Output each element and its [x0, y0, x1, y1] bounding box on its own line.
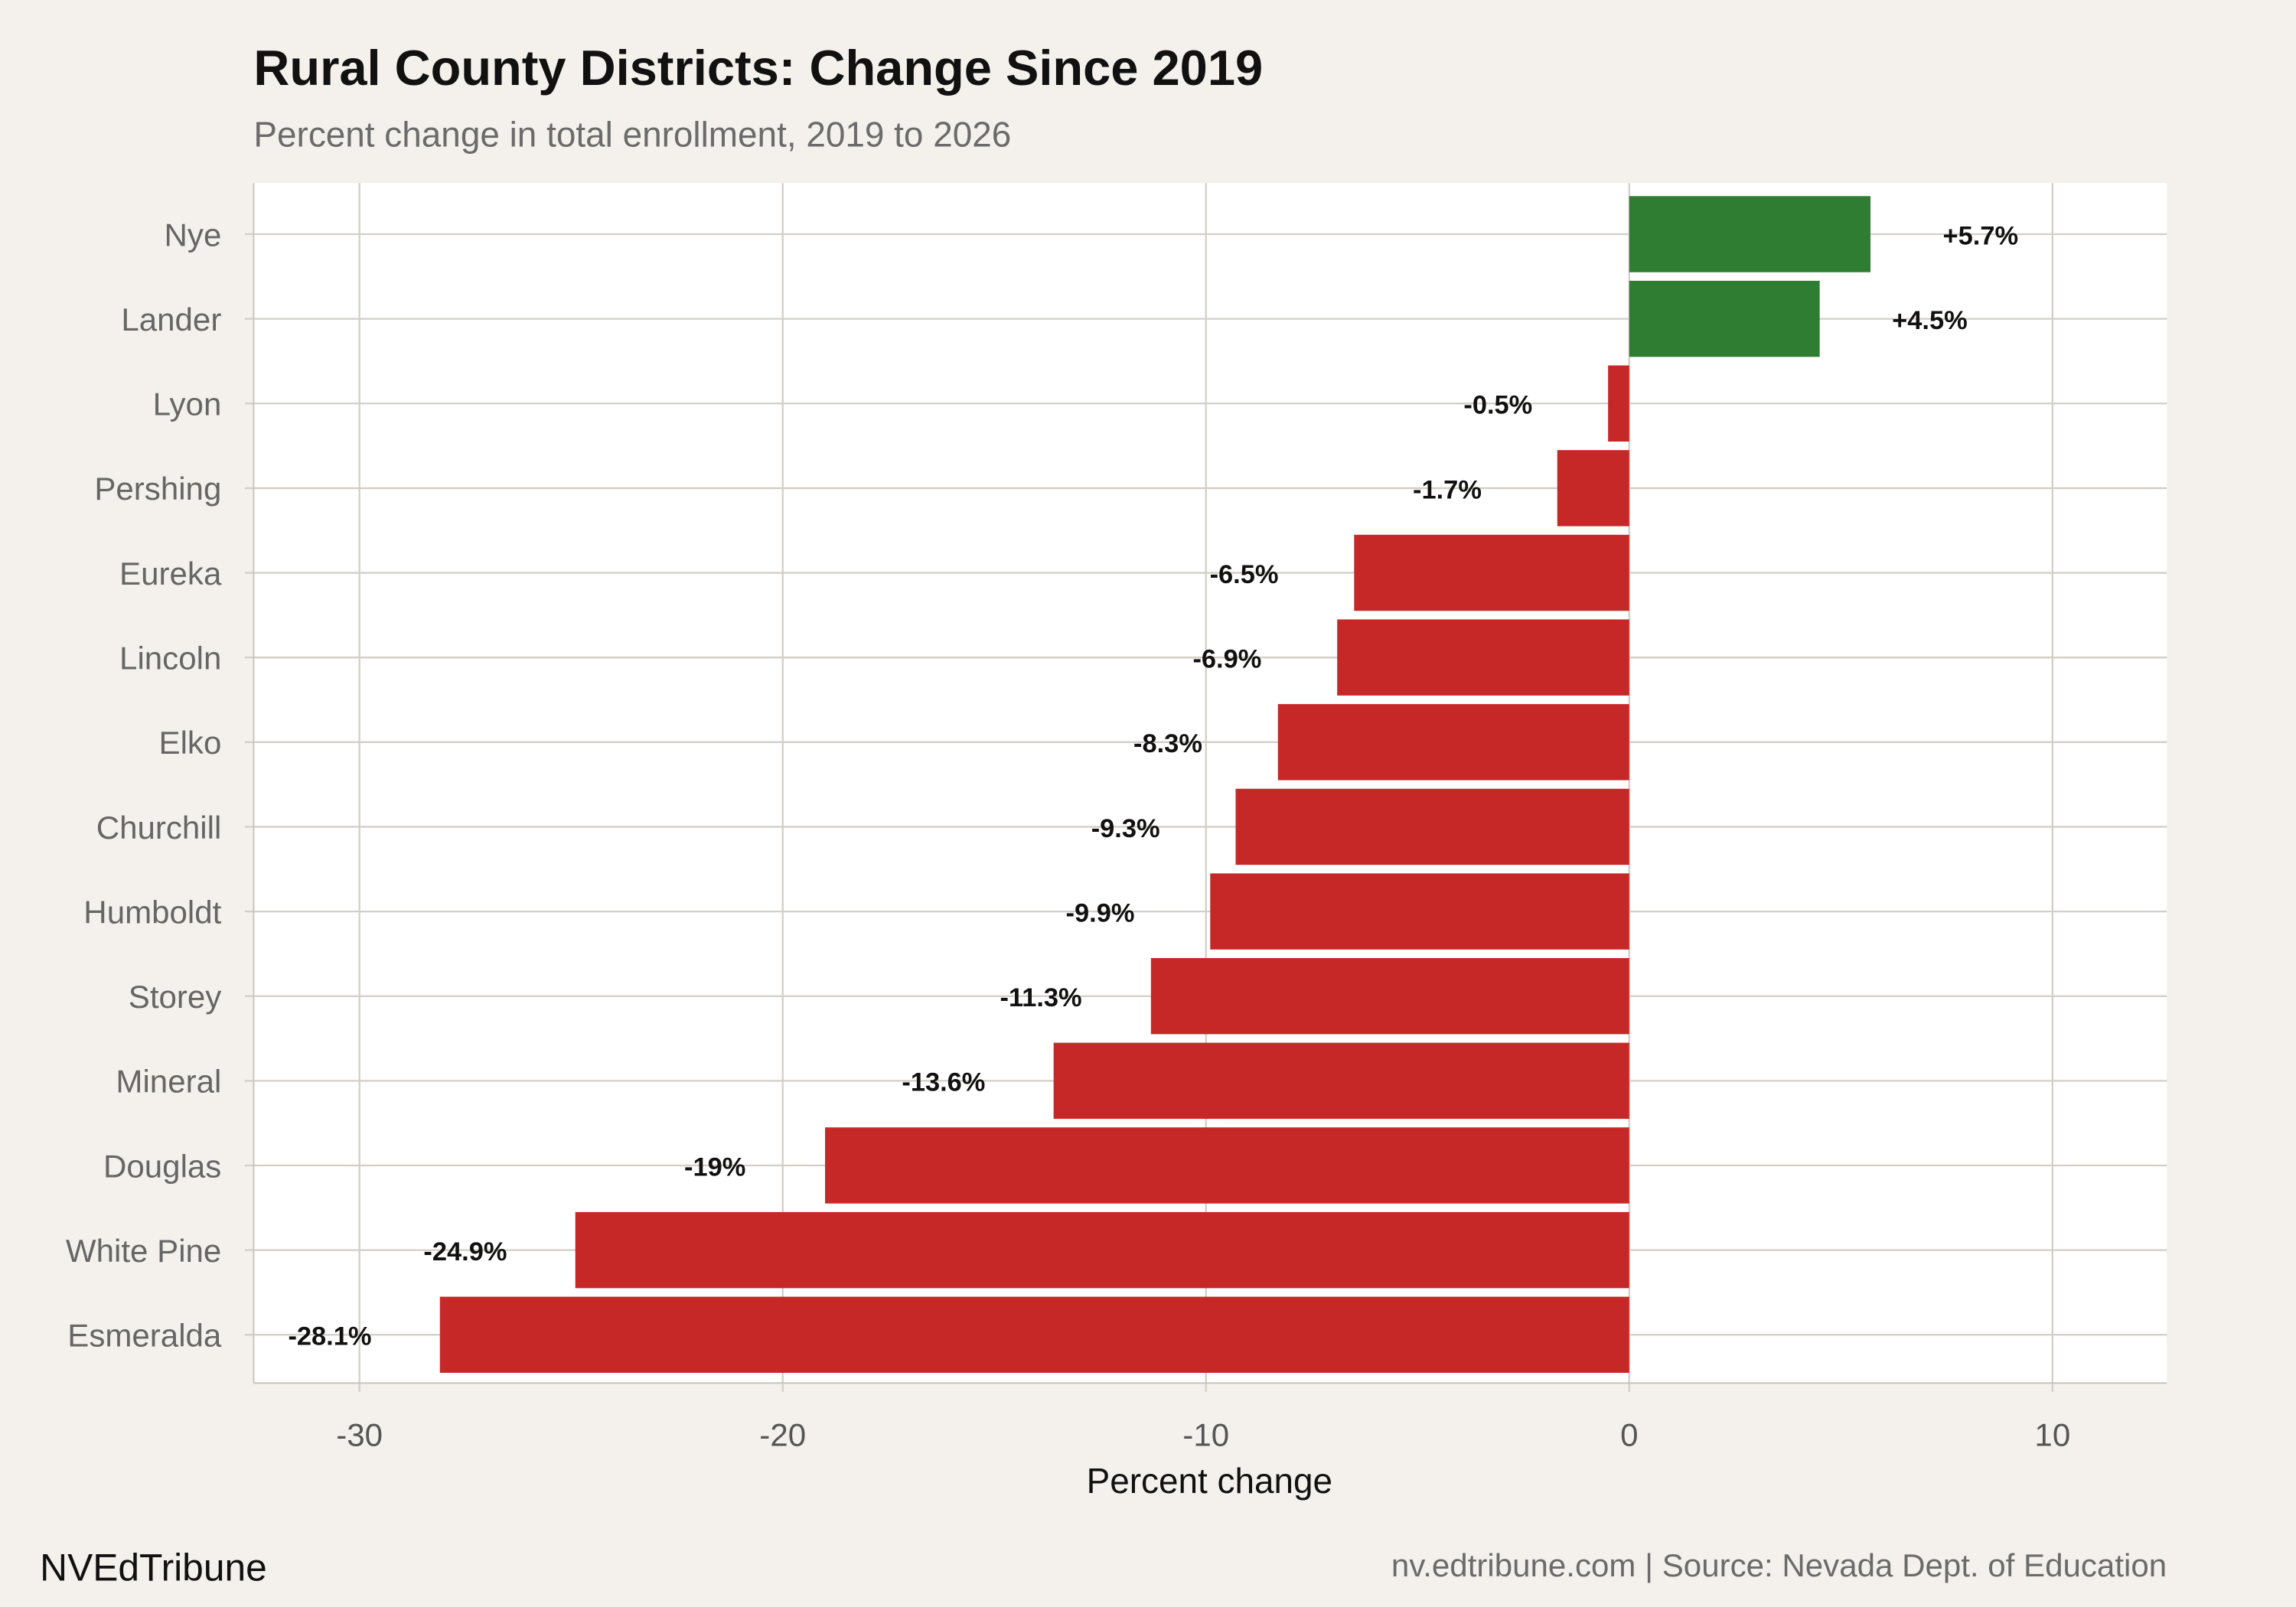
- bar-churchill: [1235, 788, 1629, 865]
- data-label: -24.9%: [423, 1237, 507, 1266]
- data-labels: +5.7% +4.5% -0.5% -1.7% -6.5% -6.9% -8.3% -9.3%…: [288, 221, 2018, 1351]
- bar-mineral: [1053, 1042, 1629, 1120]
- x-tick-label: -10: [1182, 1417, 1229, 1453]
- data-label: -8.3%: [1133, 729, 1202, 758]
- x-tick-label: 10: [2034, 1417, 2070, 1453]
- bar-douglas: [825, 1127, 1629, 1204]
- source-caption: nv.edtribune.com | Source: Nevada Dept. …: [1391, 1547, 2167, 1583]
- bar-eureka: [1354, 534, 1629, 611]
- category-label: Nye: [165, 217, 222, 253]
- data-label: -6.9%: [1192, 645, 1261, 674]
- category-label: Pershing: [94, 471, 221, 507]
- x-axis-title: Percent change: [1087, 1461, 1332, 1501]
- data-label: -9.9%: [1066, 898, 1135, 927]
- data-label: -11.3%: [1000, 983, 1082, 1012]
- category-label: Mineral: [116, 1064, 221, 1100]
- category-label: Eureka: [119, 556, 222, 592]
- category-label: Lincoln: [119, 640, 221, 676]
- brand-logo: NVEdTribune: [40, 1547, 267, 1589]
- bar-lincoln: [1337, 619, 1629, 696]
- bar-white-pine: [575, 1211, 1629, 1289]
- x-tick-label: -20: [759, 1417, 806, 1453]
- data-label: +4.5%: [1892, 306, 1968, 335]
- chart-subtitle: Percent change in total enrollment, 2019…: [253, 114, 1011, 154]
- category-label: White Pine: [66, 1233, 221, 1269]
- category-label: Esmeralda: [67, 1318, 222, 1354]
- data-label: -0.5%: [1463, 391, 1532, 420]
- data-label: -6.5%: [1210, 560, 1279, 589]
- x-tick-labels: -30 -20 -10 0 10: [336, 1417, 2070, 1453]
- category-labels: Nye Lander Lyon Pershing Eureka Lincoln Elko Ch…: [66, 217, 222, 1353]
- x-tick-label: 0: [1620, 1417, 1638, 1453]
- bar-humboldt: [1210, 873, 1629, 950]
- bar-lyon: [1608, 365, 1629, 442]
- chart-title: Rural County Districts: Change Since 201…: [253, 40, 1263, 96]
- category-label: Elko: [159, 725, 222, 761]
- bar-elko: [1277, 704, 1629, 781]
- bar-storey: [1150, 957, 1629, 1035]
- category-label: Lyon: [153, 386, 222, 422]
- category-label: Douglas: [103, 1148, 221, 1184]
- bar-pershing: [1557, 450, 1629, 526]
- data-label: +5.7%: [1943, 221, 2019, 250]
- bar-lander: [1629, 280, 1820, 357]
- category-label: Storey: [129, 979, 222, 1015]
- x-tick-label: -30: [336, 1417, 383, 1453]
- data-label: -9.3%: [1091, 814, 1160, 843]
- category-label: Churchill: [96, 810, 222, 846]
- category-label: Lander: [121, 302, 221, 337]
- bar-esmeralda: [439, 1296, 1629, 1373]
- data-label: -28.1%: [288, 1322, 371, 1351]
- data-label: -1.7%: [1413, 475, 1482, 504]
- data-label: -19%: [684, 1152, 745, 1182]
- bar-nye: [1629, 196, 1871, 272]
- data-label: -13.6%: [902, 1068, 985, 1097]
- bars: [439, 196, 1871, 1373]
- category-label: Humboldt: [83, 894, 221, 930]
